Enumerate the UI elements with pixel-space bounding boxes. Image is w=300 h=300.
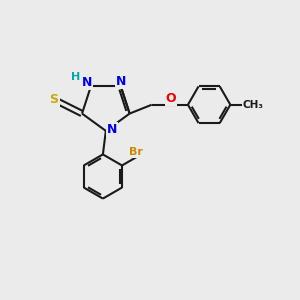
Text: CH₃: CH₃ (242, 100, 263, 110)
Text: H: H (71, 72, 80, 82)
Text: O: O (166, 92, 176, 105)
Text: N: N (116, 75, 126, 88)
Text: Br: Br (129, 147, 143, 157)
Text: N: N (107, 123, 118, 136)
Text: S: S (50, 93, 58, 106)
Text: N: N (82, 76, 92, 88)
